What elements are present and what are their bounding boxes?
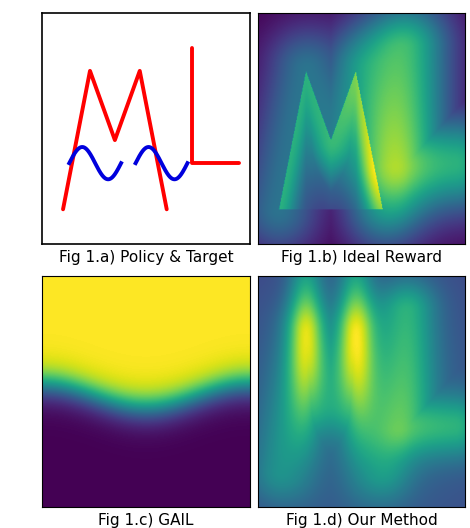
Text: Fig 1.c) GAIL: Fig 1.c) GAIL <box>98 513 194 528</box>
Text: Fig 1.b) Ideal Reward: Fig 1.b) Ideal Reward <box>281 250 442 265</box>
Text: Fig 1.d) Our Method: Fig 1.d) Our Method <box>286 513 438 528</box>
Text: Fig 1.a) Policy & Target: Fig 1.a) Policy & Target <box>59 250 233 265</box>
